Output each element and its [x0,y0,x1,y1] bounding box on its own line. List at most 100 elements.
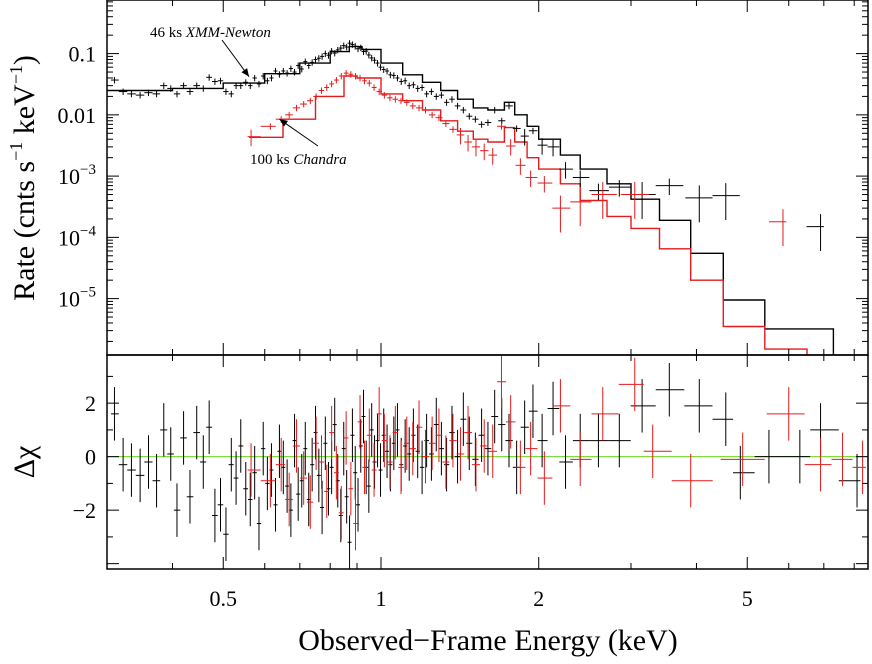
chandra-data-point [403,99,410,106]
chandra-data-point [387,94,393,102]
chandra-residual-point [591,387,619,441]
chandra-data-point [472,139,481,157]
bottom-y-tick-label: 2 [85,391,96,416]
chandra-data-point [409,102,416,110]
chandra-residual-point [464,405,473,460]
chandra-residual-point [480,419,489,473]
xmm-residual-point [484,421,492,476]
xmm-data-point [353,43,358,50]
xmm-data-point [375,60,380,67]
xmm-residual-point [449,405,455,460]
chandra-residual-point [537,451,553,505]
xmm-data-point [256,80,262,88]
chandra-residual-point [381,413,388,468]
xmm-data-point [411,81,416,89]
chandra-residual-point [334,445,339,500]
xmm-data-point [323,50,328,57]
xmm-data-point [484,119,492,126]
xmm-data-point [277,71,282,78]
xmm-data-point [269,74,274,82]
xmm-data-point [433,93,439,100]
xmm-residual-point [466,416,473,471]
x-axis-title: Observed−Frame Energy (keV) [298,624,678,657]
chandra-residual-point [422,429,429,484]
chandra-data-point [537,176,553,193]
xmm-annotation-italic: XMM-Newton [185,25,271,41]
top-y-tick-label: 0.01 [58,103,97,128]
chandra-data-point [376,88,382,95]
xmm-residual-point [299,453,304,508]
xmm-data-point [429,88,434,95]
xmm-data-point [378,64,383,71]
xmm-residual-point [223,507,229,561]
bottom-y-axis-title: Δχ [8,445,41,478]
top-y-tick-exponent: −3 [80,162,96,178]
xmm-residual-point [547,381,560,436]
xmm-data-point [261,73,266,80]
xmm-residual-point [110,387,119,441]
chandra-data-point [348,71,354,78]
chandra-data-point [515,158,526,175]
chandra-data-point [392,96,399,103]
xmm-residual-point [733,445,755,500]
top-y-tick-label: 10−3 [58,162,96,189]
chandra-data-point [353,73,358,80]
chandra-data-point [506,139,516,156]
chandra-annotation-prefix: 100 ks [250,152,293,168]
xmm-residual-point [589,413,609,468]
chandra-residual-point [376,387,382,441]
top-y-tick-base: 10 [58,287,80,312]
xmm-residual-point [443,437,450,492]
chandra-residual-point [343,411,349,465]
chandra-data-point [570,189,592,227]
xmm-residual-point [520,400,529,454]
chandra-data-point [456,127,465,145]
xmm-residual-point [200,435,207,489]
xmm-residual-point [320,480,325,535]
xmm-data-point [407,82,412,90]
chandra-data-point [381,92,388,99]
xmm-data-point [350,41,355,48]
xmm-residual-point [273,478,278,532]
xmm-model [107,45,835,355]
xmm-data-point [110,77,119,84]
chandra-residual-point [506,395,516,449]
xmm-data-point [364,48,369,55]
chandra-data-point [362,77,367,85]
xmm-residual-point [411,408,416,462]
xmm-residual-point [228,437,234,492]
chandra-residual-point [357,395,363,449]
chandra-data-point [338,73,344,80]
chandra-residual-point [260,453,276,508]
chandra-residual-point [552,379,571,433]
xmm-data-point [288,65,293,72]
chandra-data-point [620,182,649,219]
chandra-residual-point [671,453,713,508]
xmm-residual-point [385,424,390,479]
xmm-residual-point [296,467,301,521]
xmm-data-point [127,90,136,98]
xmm-data-point [424,90,430,98]
chandra-residual-point [488,424,498,479]
xmm-residual-point [358,419,363,473]
xmm-residual-point [754,429,785,484]
chandra-data-point [260,123,276,130]
chandra-residual-point [353,496,358,551]
xmm-data-point [347,40,352,47]
top-y-tick-label: 10−4 [58,223,96,250]
chandra-data-point [292,104,301,112]
xmm-residual-point [310,437,315,492]
x-tick-label: 2 [533,586,544,611]
xmm-data-point [167,85,174,92]
xmm-residual-point [252,445,257,500]
xmm-data-point [391,72,396,79]
xmm-residual-point [212,488,218,543]
xmm-residual-point [217,478,224,532]
xmm-data-point [419,84,425,91]
xmm-data-point [144,89,153,97]
xmm-data-point [135,92,145,99]
chandra-data-point [313,93,319,100]
xmm-residual-point [292,413,297,468]
chandra-residual-point [570,432,592,487]
